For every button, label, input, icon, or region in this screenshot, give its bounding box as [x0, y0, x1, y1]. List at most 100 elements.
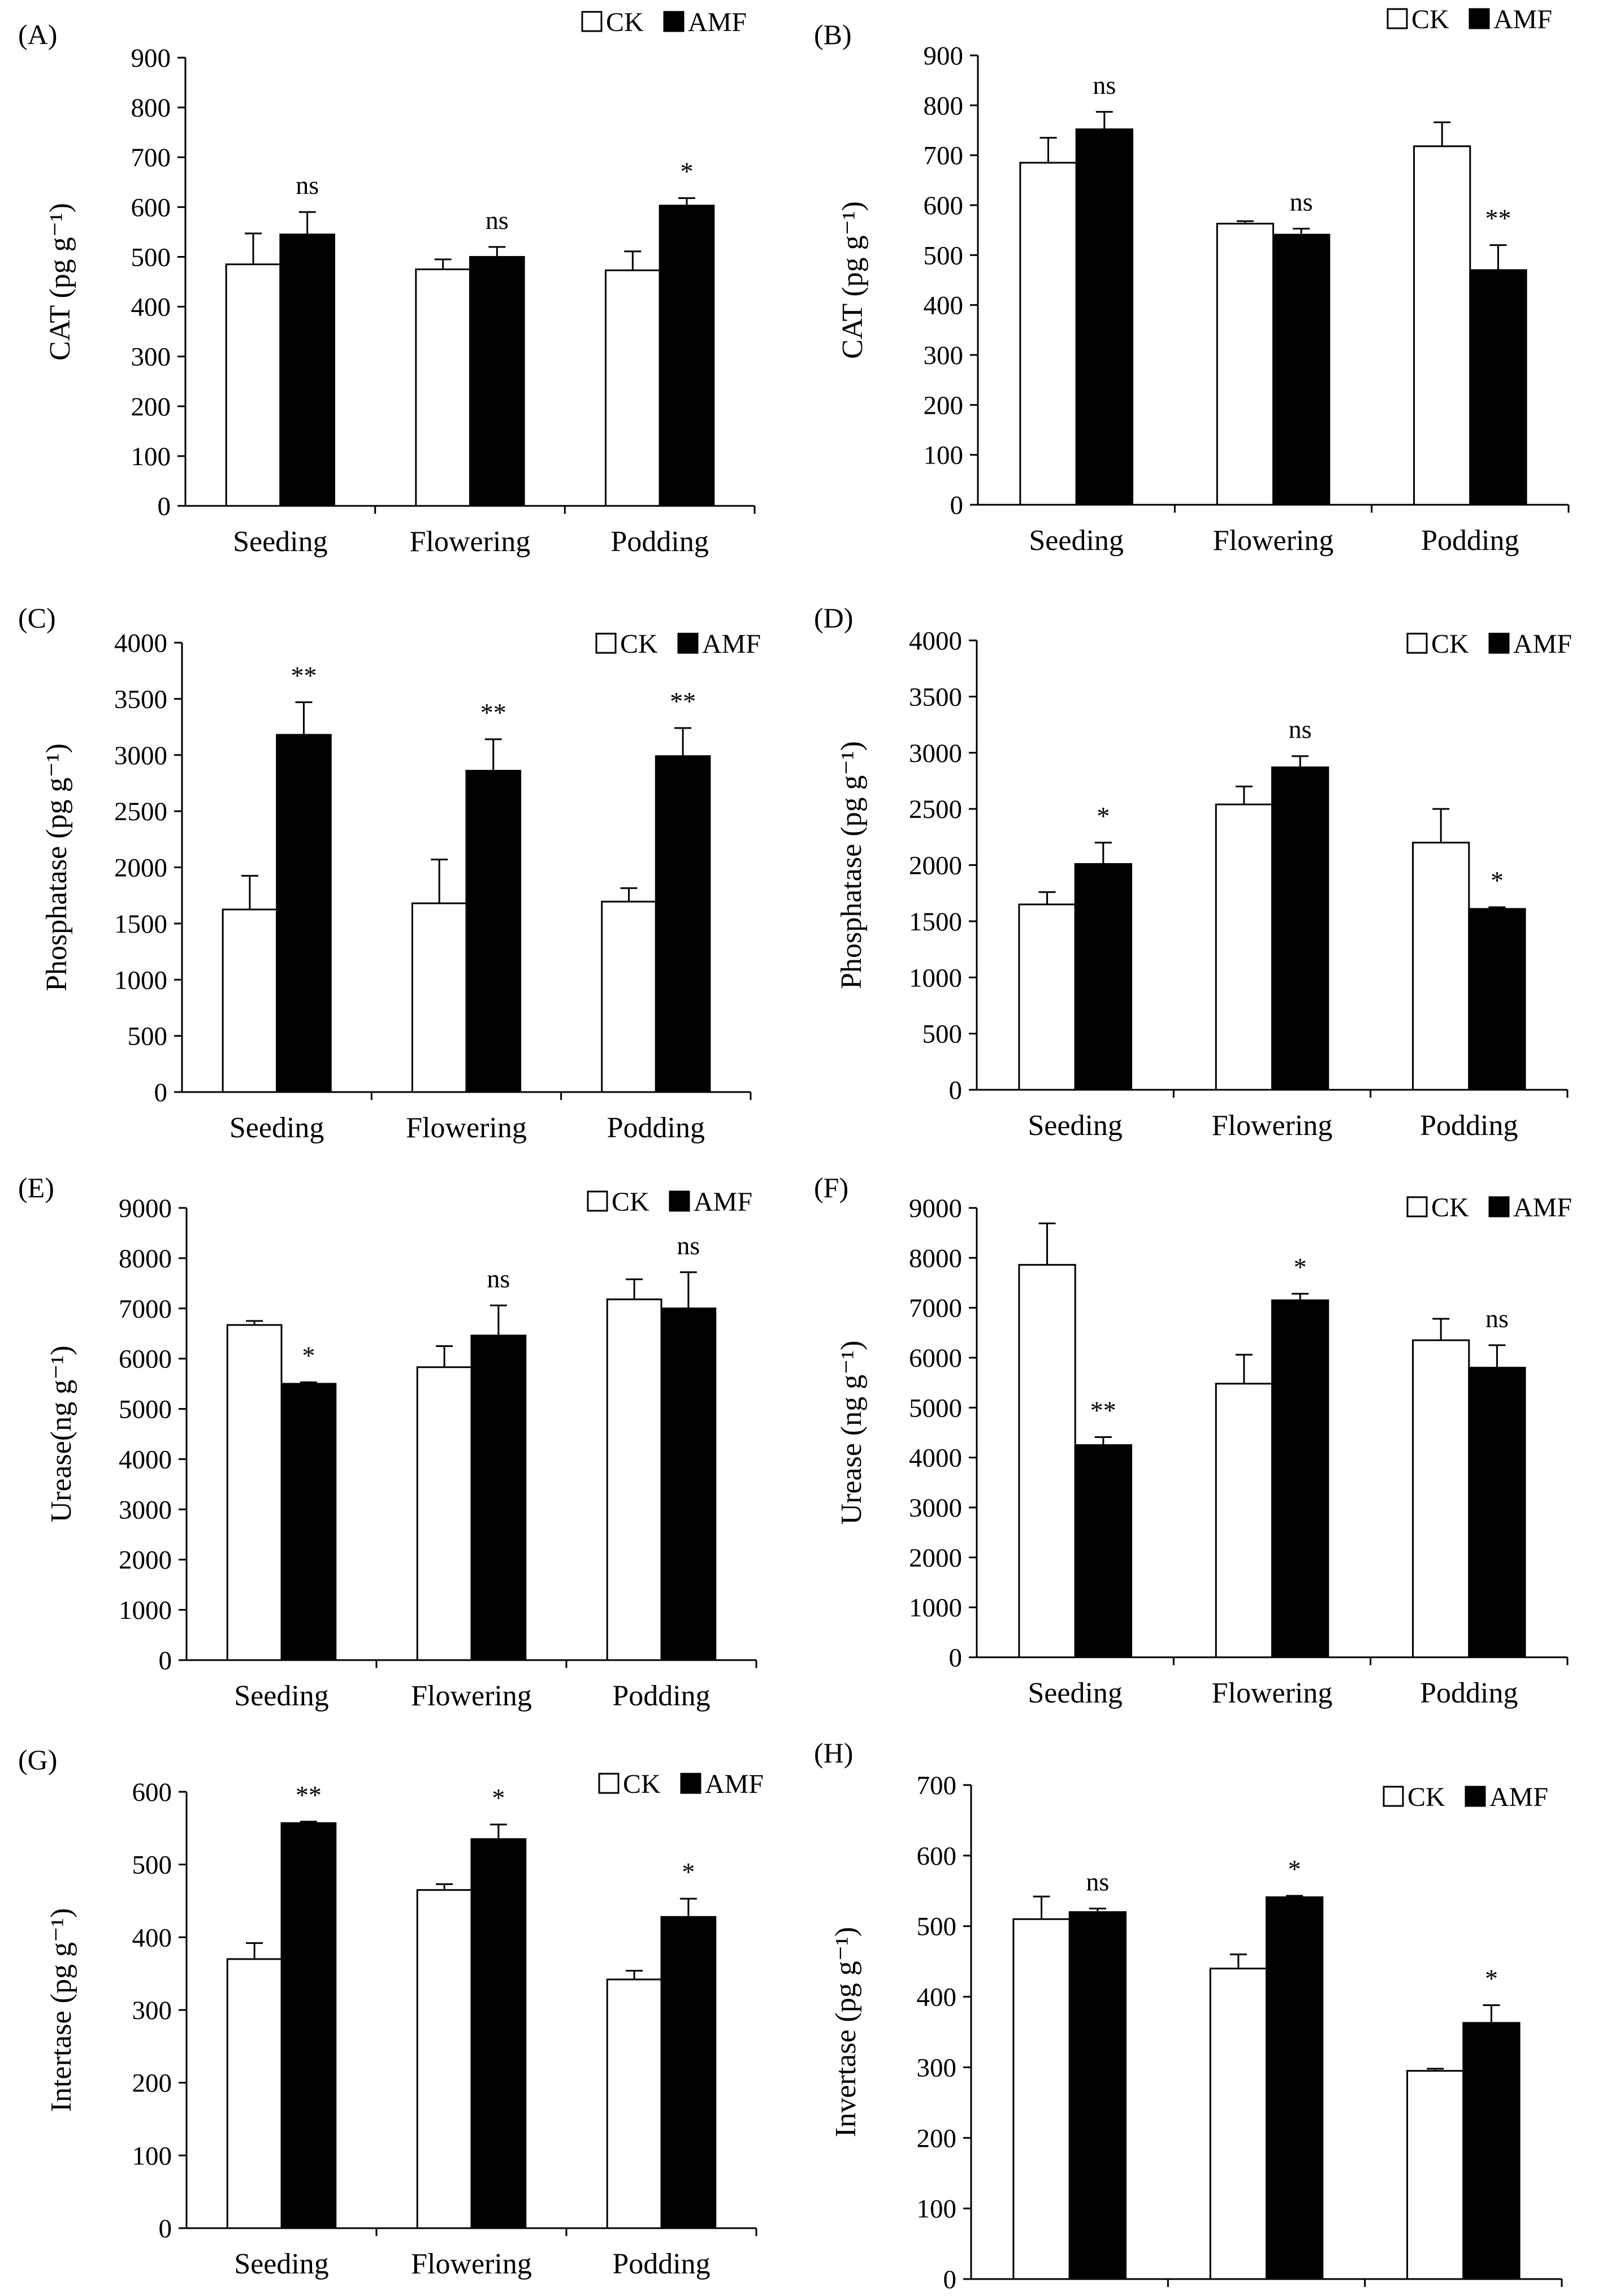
y-tick-label: 800	[924, 91, 964, 120]
y-axis-label: CAT (pg g⁻¹)	[837, 201, 869, 359]
y-tick-label: 500	[128, 1022, 168, 1051]
y-tick-label: 3000	[114, 741, 167, 770]
y-tick-label: 100	[132, 2141, 172, 2171]
x-category-label: Flowering	[1212, 1110, 1333, 1142]
bar-ck-podding	[1412, 842, 1470, 1091]
y-tick-label: 800	[131, 93, 171, 123]
bar-amf-podding	[660, 1307, 717, 1661]
y-axis-label: Phosphatase (pg g⁻¹)	[41, 743, 73, 991]
y-tick-label: 1500	[909, 907, 962, 937]
y-tick-label: 600	[917, 1842, 957, 1871]
bar-amf-flowering	[1266, 1896, 1324, 2280]
significance-label: **	[296, 1781, 322, 1809]
x-category-label: Podding	[1420, 1110, 1518, 1142]
legend-label-ck: CK	[620, 629, 658, 659]
y-axis-label: Urease (ng g⁻¹)	[835, 1340, 868, 1524]
y-tick-label: 300	[132, 1996, 172, 2025]
legend-label-amf: AMF	[1493, 5, 1552, 34]
y-tick-label: 500	[924, 241, 964, 270]
bar-amf-flowering	[469, 255, 525, 507]
bar-amf-flowering	[1271, 1299, 1329, 1658]
legend: CK AMF	[1406, 629, 1572, 659]
bar-amf-seeding	[1074, 1444, 1132, 1658]
legend-swatch-amf	[1488, 1196, 1510, 1218]
y-tick-label: 600	[131, 193, 171, 222]
y-tick-label: 500	[131, 242, 171, 272]
x-category-label: Podding	[612, 2248, 710, 2280]
y-tick-label: 200	[131, 392, 171, 422]
x-category-label: Podding	[1421, 525, 1519, 557]
significance-label: ns	[487, 1264, 510, 1293]
bar-amf-flowering	[1271, 766, 1329, 1091]
bar-ck-flowering	[416, 1889, 473, 2229]
bar-ck-flowering	[411, 902, 467, 1093]
y-tick-label: 600	[924, 191, 964, 220]
legend-swatch-ck	[1406, 1196, 1428, 1218]
y-tick-label: 400	[924, 291, 964, 320]
panel-label: (H)	[814, 1737, 853, 1769]
y-tick-label: 0	[949, 1076, 963, 1105]
significance-label: **	[291, 661, 317, 690]
y-tick-label: 0	[950, 491, 964, 520]
bar-ck-seeding	[1018, 1264, 1076, 1658]
panel-label: (G)	[18, 1744, 57, 1775]
significance-label: *	[492, 1783, 505, 1812]
y-tick-label: 8000	[909, 1244, 962, 1273]
y-tick-label: 1000	[909, 963, 962, 993]
y-axis-label: Urease(ng g⁻¹)	[45, 1345, 77, 1522]
significance-label: *	[1294, 1253, 1307, 1281]
legend-label-ck: CK	[1431, 629, 1469, 659]
y-tick-label: 4000	[909, 1444, 962, 1473]
legend-swatch-amf	[1488, 633, 1510, 654]
y-tick-label: 300	[917, 2053, 957, 2082]
y-tick-label: 3000	[909, 1493, 962, 1523]
bar-ck-podding	[606, 1978, 662, 2229]
y-tick-label: 2000	[119, 1545, 172, 1575]
legend-swatch-amf	[677, 633, 699, 654]
bar-ck-seeding	[1012, 1918, 1071, 2280]
y-tick-label: 400	[917, 1983, 957, 2012]
bar-amf-podding	[1462, 2022, 1521, 2280]
significance-label: **	[670, 687, 696, 716]
y-tick-label: 500	[922, 1020, 963, 1049]
bar-amf-seeding	[279, 233, 335, 507]
y-tick-label: 400	[131, 293, 171, 322]
bar-amf-flowering	[470, 1335, 527, 1661]
y-tick-label: 700	[924, 141, 964, 171]
y-tick-label: 9000	[909, 1194, 962, 1223]
legend-label-amf: AMF	[705, 1769, 764, 1799]
y-tick-label: 4000	[909, 626, 962, 656]
bar-ck-flowering	[416, 1366, 473, 1661]
y-tick-label: 4000	[114, 629, 167, 658]
y-tick-label: 1000	[119, 1596, 172, 1625]
bar-amf-podding	[1468, 1367, 1526, 1658]
legend: CK AMF	[587, 1187, 752, 1217]
x-category-label: Seeding	[1029, 525, 1124, 557]
legend-swatch-ck	[1383, 1786, 1404, 1807]
x-category-label: Flowering	[406, 1112, 527, 1144]
chart-panel-d: (D) 0 500 1000 1500 2000 2500 3000 3500 4000 Phosp…	[814, 602, 1572, 1142]
legend-label-ck: CK	[1431, 1193, 1469, 1223]
y-tick-label: 3000	[119, 1495, 172, 1524]
bar-ck-flowering	[1216, 223, 1275, 506]
y-tick-label: 200	[132, 2069, 172, 2098]
y-tick-label: 0	[158, 492, 171, 521]
y-tick-label: 7000	[119, 1294, 172, 1324]
legend: CK AMF	[595, 629, 761, 659]
chart-panel-e: (E) 0 1000 2000 3000 4000 5000 6000 7000 8000 9000…	[18, 1172, 757, 1712]
bar-ck-podding	[605, 269, 661, 507]
y-tick-label: 9000	[119, 1194, 172, 1223]
chart-panel-f: (F) 0 1000 2000 3000 4000 5000 6000 7000 8000 9000…	[814, 1172, 1572, 1709]
bar-amf-seeding	[1074, 863, 1132, 1091]
y-tick-label: 6000	[119, 1345, 172, 1374]
chart-panel-c: (C) 0 500 1000 1500 2000 2500 3000 3500 4000 Phosp…	[18, 602, 761, 1144]
y-tick-label: 0	[154, 1078, 168, 1107]
significance-label: *	[682, 1857, 695, 1886]
y-tick-label: 2000	[909, 1543, 962, 1572]
bar-amf-seeding	[276, 734, 332, 1093]
y-tick-label: 1000	[114, 965, 167, 995]
bar-amf-podding	[659, 205, 715, 507]
y-tick-label: 700	[131, 143, 171, 172]
significance-label: ns	[1093, 71, 1116, 99]
